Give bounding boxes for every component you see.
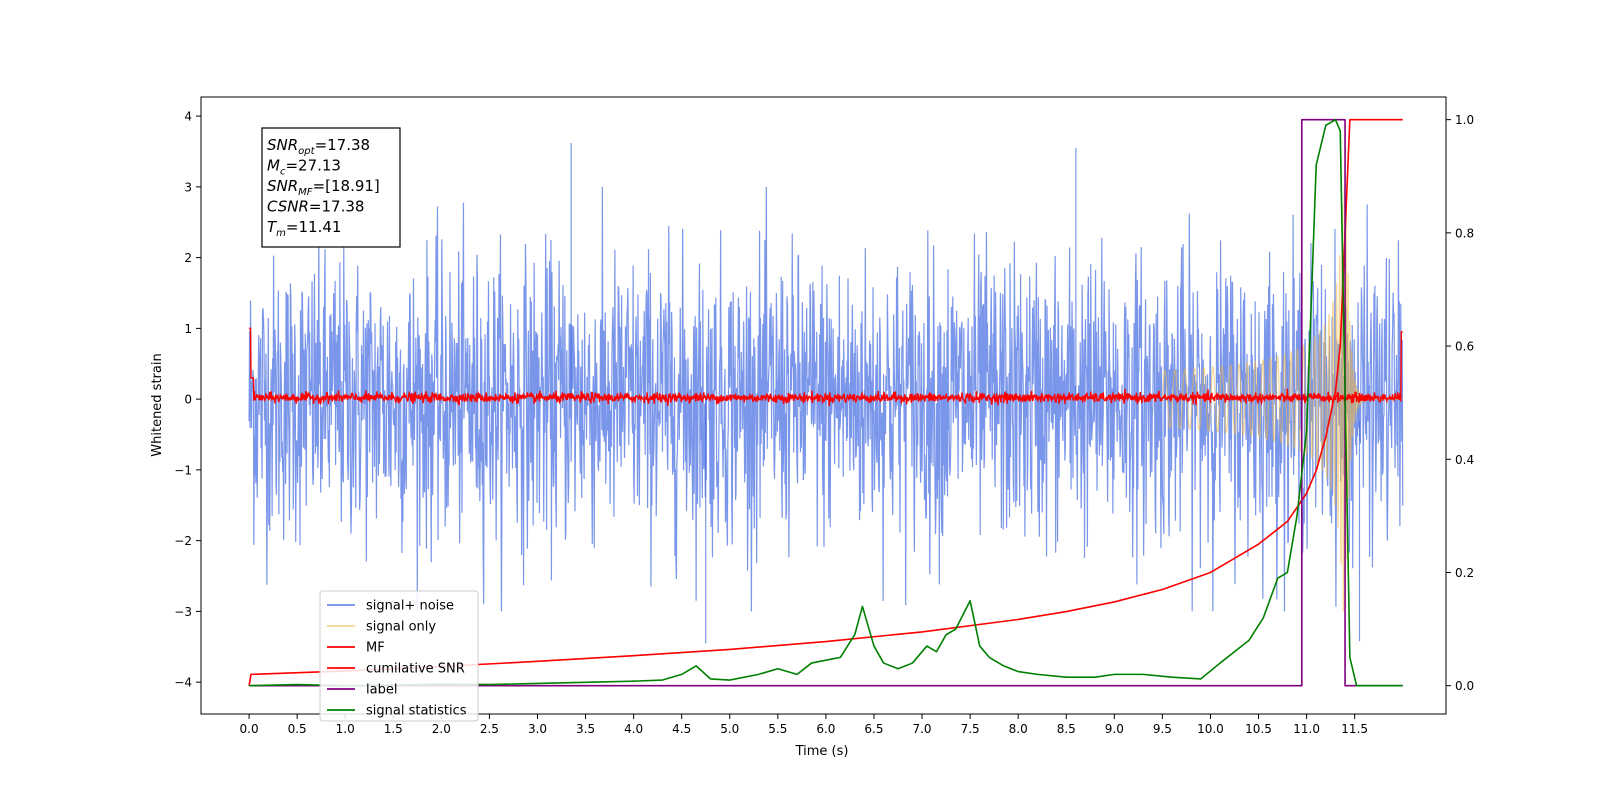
x-tick-label: 0.0 [240, 722, 259, 736]
x-tick-label: 5.5 [768, 722, 787, 736]
series-mf-line [249, 327, 1403, 407]
legend-label: MF [366, 641, 385, 656]
y-tick-label: −4 [174, 676, 192, 690]
y2-tick-label: 1.0 [1455, 113, 1474, 127]
x-tick-label: 1.5 [384, 722, 403, 736]
legend-label: signal+ noise [366, 599, 454, 614]
x-tick-label: 10.0 [1197, 722, 1224, 736]
annotation-line: Tm=11.41 [267, 218, 341, 239]
x-tick-label: 4.0 [624, 722, 643, 736]
legend: signal+ noise signal only MF cumilative SNR… [319, 590, 479, 722]
y-tick-label: −3 [174, 605, 192, 619]
x-tick-label: 6.0 [816, 722, 835, 736]
x-tick-label: 7.5 [961, 722, 980, 736]
x-tick-label: 8.0 [1009, 722, 1028, 736]
x-tick-label: 1.0 [336, 722, 355, 736]
y-tick-label: −2 [174, 534, 192, 548]
legend-item-signal-noise: signal+ noise [327, 599, 454, 614]
x-axis: 0.0 0.5 1.0 1.5 2.0 2.5 3.0 3.5 4.0 4.5 5.0 5.5 6.0 6… [240, 714, 1368, 736]
y-tick-label: −1 [174, 463, 192, 477]
legend-label: label [366, 683, 397, 698]
x-tick-label: 7.0 [912, 722, 931, 736]
annotation-line: CSNR=17.38 [267, 198, 364, 216]
x-tick-label: 9.5 [1153, 722, 1172, 736]
annotation-line: Mc=27.13 [267, 157, 341, 178]
x-tick-label: 2.5 [480, 722, 499, 736]
legend-item-label: label [327, 683, 397, 698]
legend-label: signal statistics [366, 704, 467, 719]
x-tick-label: 8.5 [1057, 722, 1076, 736]
y2-tick-label: 0.8 [1455, 226, 1474, 240]
y2-tick-label: 0.2 [1455, 566, 1474, 580]
y-tick-label: 0 [184, 393, 192, 407]
legend-item-cumilative-snr: cumilative SNR [327, 662, 465, 677]
annotation-line: SNRMF=[18.91] [267, 177, 380, 198]
x-tick-label: 10.5 [1245, 722, 1272, 736]
y-tick-label: 4 [184, 110, 192, 124]
series-cumilative-snr-line [248, 118, 1403, 686]
y-axis-right: 1.0 0.8 0.6 0.4 0.2 0.0 [1446, 113, 1474, 693]
legend-item-mf: MF [327, 641, 385, 656]
x-tick-label: 2.0 [432, 722, 451, 736]
series-signal-statistics-line [249, 118, 1403, 687]
plot-frame [200, 96, 1447, 715]
legend-item-signal-statistics: signal statistics [327, 704, 467, 719]
x-tick-label: 6.5 [864, 722, 883, 736]
y-axis-label: Whitened strain [150, 353, 165, 456]
x-tick-label: 4.5 [672, 722, 691, 736]
y2-tick-label: 0.0 [1455, 679, 1474, 693]
x-tick-label: 3.5 [576, 722, 595, 736]
y2-tick-label: 0.4 [1455, 453, 1474, 467]
x-axis-label: Time (s) [795, 744, 849, 759]
legend-label: cumilative SNR [366, 662, 465, 677]
x-tick-label: 5.0 [720, 722, 739, 736]
series-signal-noise-line [248, 186, 1404, 612]
y-tick-label: 1 [184, 322, 192, 336]
y2-tick-label: 0.6 [1455, 340, 1474, 354]
legend-label: signal only [366, 620, 436, 635]
series-layer [248, 118, 1404, 687]
legend-item-signal-only: signal only [327, 620, 436, 635]
x-tick-label: 3.0 [528, 722, 547, 736]
y-tick-label: 2 [184, 251, 192, 265]
x-tick-label: 9.0 [1105, 722, 1124, 736]
x-tick-label: 0.5 [288, 722, 307, 736]
x-tick-label: 11.0 [1293, 722, 1320, 736]
stats-annotation-box: SNRopt=17.38Mc=27.13SNRMF=[18.91]CSNR=17… [261, 127, 401, 248]
x-tick-label: 11.5 [1341, 722, 1368, 736]
annotation-line: SNRopt=17.38 [267, 136, 370, 157]
y-tick-label: 3 [184, 180, 192, 194]
y-axis-left: 4 3 2 1 0 −1 −2 −3 −4 [174, 110, 201, 690]
series-label-line [249, 118, 1403, 687]
